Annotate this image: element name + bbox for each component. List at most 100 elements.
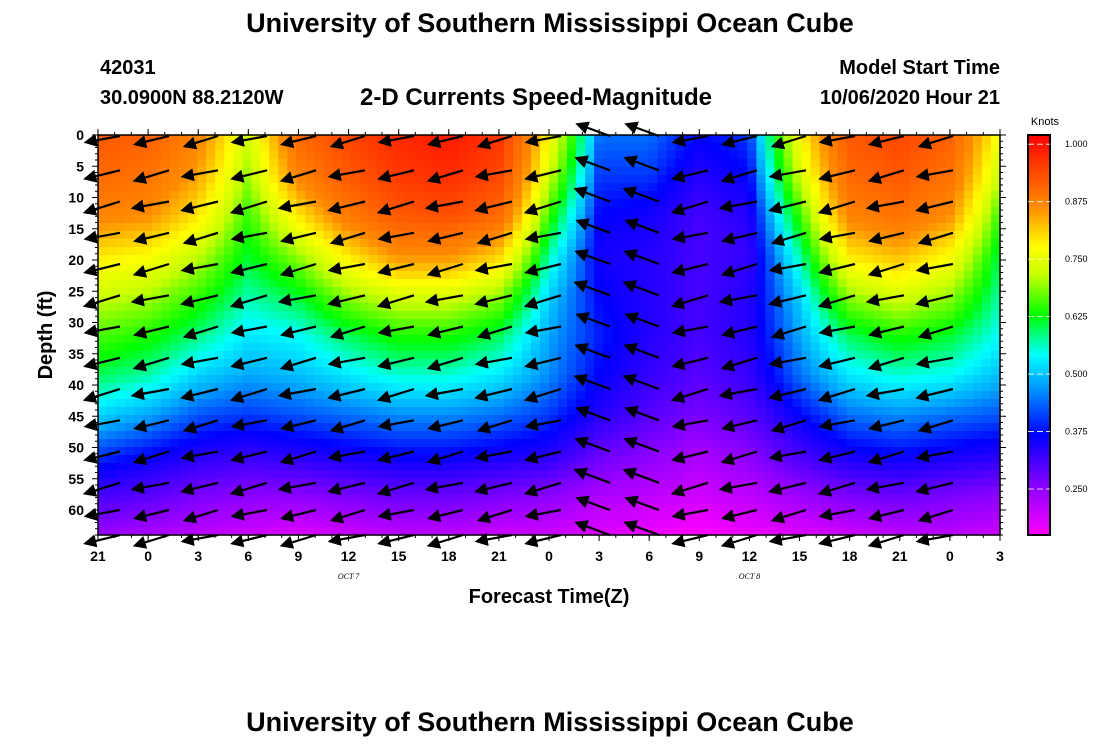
heatmap-cell [765, 415, 776, 424]
heatmap-cell [648, 263, 658, 272]
heatmap-cell [657, 151, 667, 160]
heatmap-cell [350, 375, 361, 384]
heatmap-cell [549, 375, 559, 384]
heatmap-cell [927, 359, 938, 368]
heatmap-cell [386, 351, 397, 360]
heatmap-cell [558, 295, 568, 304]
heatmap-cell [359, 263, 370, 272]
heatmap-cell [747, 455, 758, 464]
heatmap-cell [720, 527, 730, 536]
heatmap-cell [774, 519, 785, 528]
heatmap-cell [639, 471, 649, 480]
heatmap-cell [413, 351, 424, 360]
heatmap-cell [882, 391, 893, 400]
heatmap-cell [819, 151, 830, 160]
heatmap-cell [927, 255, 938, 264]
heatmap-cell [467, 495, 478, 504]
heatmap-cell [702, 375, 712, 384]
heatmap-cell [549, 503, 559, 512]
heatmap-cell [972, 343, 983, 352]
heatmap-cell [512, 359, 523, 368]
heatmap-cell [630, 511, 640, 520]
heatmap-cell [612, 327, 622, 336]
heatmap-cell [341, 519, 352, 528]
heatmap-cell [576, 231, 586, 240]
heatmap-cell [756, 463, 767, 472]
heatmap-cell [197, 479, 207, 488]
heatmap-cell [530, 199, 541, 208]
heatmap-cell [476, 135, 487, 144]
heatmap-cell [278, 367, 289, 376]
heatmap-cell [449, 215, 460, 224]
heatmap-cell [251, 279, 261, 288]
heatmap-cell [440, 495, 451, 504]
heatmap-cell [377, 207, 388, 216]
heatmap-cell [539, 239, 550, 248]
heatmap-cell [188, 223, 198, 232]
heatmap-cell [981, 223, 992, 232]
heatmap-cell [278, 319, 289, 328]
heatmap-cell [395, 255, 406, 264]
heatmap-cell [539, 223, 550, 232]
heatmap-cell [855, 167, 866, 176]
heatmap-cell [188, 495, 198, 504]
heatmap-cell [828, 495, 839, 504]
heatmap-cell [404, 207, 415, 216]
heatmap-cell [558, 431, 568, 440]
heatmap-cell [792, 343, 803, 352]
heatmap-cell [233, 447, 243, 456]
heatmap-cell [440, 191, 451, 200]
heatmap-cell [963, 503, 974, 512]
heatmap-cell [846, 319, 857, 328]
heatmap-cell [296, 191, 307, 200]
heatmap-cell [377, 183, 388, 192]
heatmap-cell [747, 327, 758, 336]
heatmap-cell [305, 279, 316, 288]
heatmap-cell [603, 319, 613, 328]
heatmap-cell [918, 519, 929, 528]
heatmap-cell [485, 271, 496, 280]
heatmap-cell [855, 319, 866, 328]
heatmap-cell [350, 311, 361, 320]
heatmap-cell [359, 391, 370, 400]
heatmap-cell [125, 303, 135, 312]
heatmap-cell [332, 199, 343, 208]
heatmap-cell [594, 351, 604, 360]
heatmap-cell [296, 319, 307, 328]
heatmap-cell [125, 335, 135, 344]
heatmap-cell [530, 527, 541, 536]
heatmap-cell [530, 415, 541, 424]
heatmap-cell [242, 191, 252, 200]
heatmap-cell [666, 351, 676, 360]
heatmap-cell [882, 279, 893, 288]
heatmap-cell [161, 191, 171, 200]
heatmap-cell [927, 231, 938, 240]
heatmap-cell [558, 367, 568, 376]
heatmap-cell [413, 239, 424, 248]
heatmap-cell [395, 327, 406, 336]
heatmap-cell [576, 479, 586, 488]
heatmap-cell [981, 279, 992, 288]
heatmap-cell [197, 335, 207, 344]
heatmap-cell [657, 471, 667, 480]
heatmap-cell [855, 311, 866, 320]
heatmap-cell [954, 239, 965, 248]
heatmap-cell [666, 463, 676, 472]
heatmap-cell [485, 247, 496, 256]
heatmap-cell [242, 519, 252, 528]
heatmap-cell [449, 431, 460, 440]
heatmap-cell [530, 479, 541, 488]
heatmap-cell [512, 199, 523, 208]
heatmap-cell [738, 463, 749, 472]
heatmap-cell [774, 447, 785, 456]
heatmap-cell [188, 287, 198, 296]
heatmap-cell [819, 407, 830, 416]
heatmap-cell [864, 271, 875, 280]
heatmap-cell [828, 215, 839, 224]
heatmap-cell [224, 215, 234, 224]
heatmap-cell [936, 375, 947, 384]
heatmap-cell [936, 287, 947, 296]
heatmap-cell [125, 375, 135, 384]
heatmap-cell [116, 455, 126, 464]
heatmap-cell [215, 271, 225, 280]
